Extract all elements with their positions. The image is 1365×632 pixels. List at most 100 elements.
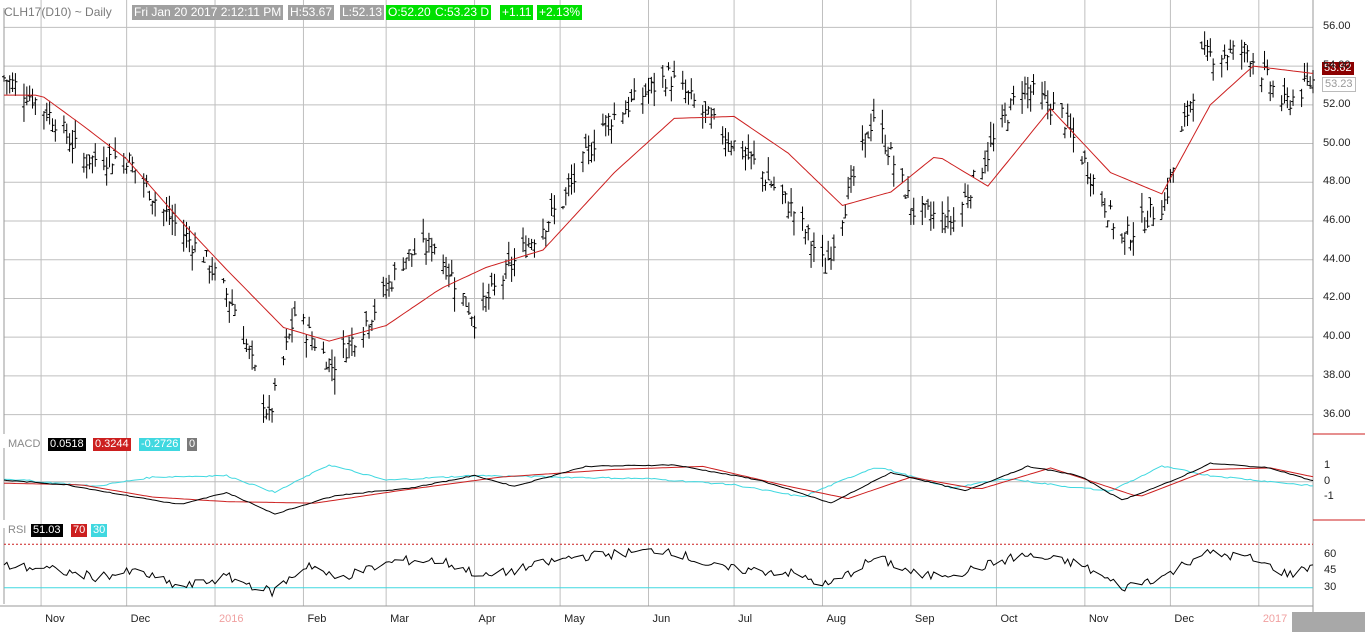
price-bar [903, 194, 908, 199]
price-bar [93, 143, 98, 167]
price-bar [1225, 54, 1230, 71]
price-bar [1222, 44, 1227, 59]
price-bar [184, 221, 189, 248]
price-bar [509, 256, 514, 282]
price-bar [920, 196, 925, 226]
price-bar [1219, 54, 1224, 78]
price-bar [960, 201, 965, 227]
price-axis-tick-label: 46.00 [1323, 214, 1351, 226]
price-bar [1080, 156, 1084, 165]
price-bar [609, 119, 614, 144]
price-bar [221, 278, 226, 284]
price-bar [472, 315, 477, 339]
price-bar [13, 73, 18, 96]
price-bar [723, 128, 728, 157]
rsi-lower-value: 30 [91, 524, 108, 537]
price-bar [1099, 191, 1104, 207]
price-bar [963, 183, 968, 198]
price-bar [421, 218, 426, 243]
price-bar [64, 123, 69, 144]
price-bar [461, 293, 466, 306]
price-bar [429, 237, 434, 262]
price-bar [706, 106, 711, 115]
price-bar [752, 140, 757, 165]
zero-value: 0 [187, 438, 198, 451]
price-bar [623, 100, 628, 115]
price-bar [586, 135, 591, 165]
header-datetime: Fri Jan 20 2017 2:12:11 PM [132, 5, 284, 20]
price-bar [1068, 113, 1073, 138]
price-bar [4, 79, 9, 95]
price-bar [466, 302, 471, 315]
moving-average-path [4, 65, 1314, 342]
macd-axis-tick-label: 1 [1324, 459, 1331, 472]
price-axis-tick-label: 54.00 [1323, 59, 1351, 72]
price-bar [107, 143, 112, 168]
price-bar [791, 211, 796, 236]
price-bar [789, 188, 794, 217]
price-bar [1311, 69, 1315, 94]
price-axis-tick-label: 36.00 [1323, 407, 1351, 420]
price-bar [1065, 103, 1070, 128]
price-bar [985, 141, 990, 172]
price-bar [1131, 222, 1136, 256]
price-axis-tick-label: 38.00 [1323, 368, 1351, 381]
time-axis-tick-label: Sep [914, 613, 935, 625]
price-bar [1111, 223, 1116, 240]
price-bar [224, 287, 229, 307]
price-bar [629, 89, 634, 103]
price-bar [1165, 177, 1170, 205]
price-bar [649, 76, 654, 94]
price-bar [230, 289, 235, 306]
price-bar [387, 274, 391, 297]
price-bar [1105, 220, 1110, 228]
price-bar [1291, 89, 1296, 106]
macd-value: 0.0518 [48, 438, 86, 451]
price-bar [1279, 95, 1284, 112]
price-bar [292, 301, 297, 317]
time-axis-tick-label: Feb [307, 613, 327, 625]
price-bar [213, 262, 218, 281]
price-bar [30, 88, 35, 109]
price-bar [1122, 232, 1127, 255]
scroll-thumb[interactable] [1292, 612, 1365, 632]
price-bar [726, 132, 731, 152]
price-bar [241, 326, 246, 345]
price-bar [566, 173, 571, 197]
price-bar [164, 197, 169, 222]
price-bar [908, 208, 913, 225]
price-bar [1071, 117, 1076, 153]
price-bar [81, 152, 86, 173]
price-bar [1022, 76, 1027, 100]
price-bar [344, 348, 349, 363]
price-bar [1191, 93, 1196, 122]
moving-average-line [4, 65, 1314, 342]
price-bar [689, 78, 694, 100]
price-bar [988, 121, 993, 148]
price-bar [1242, 41, 1247, 63]
price-bar [1239, 39, 1244, 70]
price-bar [1119, 233, 1124, 244]
price-bar [332, 356, 337, 395]
price-bar [720, 126, 725, 145]
time-axis-tick-label: 2017 [1262, 613, 1288, 625]
price-bar [626, 96, 631, 118]
price-bar [840, 220, 845, 236]
price-bar [469, 316, 474, 326]
price-bar [945, 196, 950, 229]
ma-price-tag: 53.62 [1322, 62, 1354, 75]
price-bar [820, 234, 825, 267]
price-bar [44, 102, 49, 122]
price-bar [70, 129, 75, 164]
price-bar [426, 232, 431, 253]
price-bar [926, 198, 930, 210]
price-bar [190, 245, 195, 271]
price-bar [806, 224, 811, 241]
price-bar [290, 308, 295, 343]
price-bar [352, 344, 357, 357]
price-bar [612, 102, 617, 121]
price-bar [1088, 173, 1093, 197]
price-bar [287, 333, 292, 340]
time-axis-tick-label: Dec [130, 613, 151, 625]
price-bar [1125, 216, 1130, 235]
